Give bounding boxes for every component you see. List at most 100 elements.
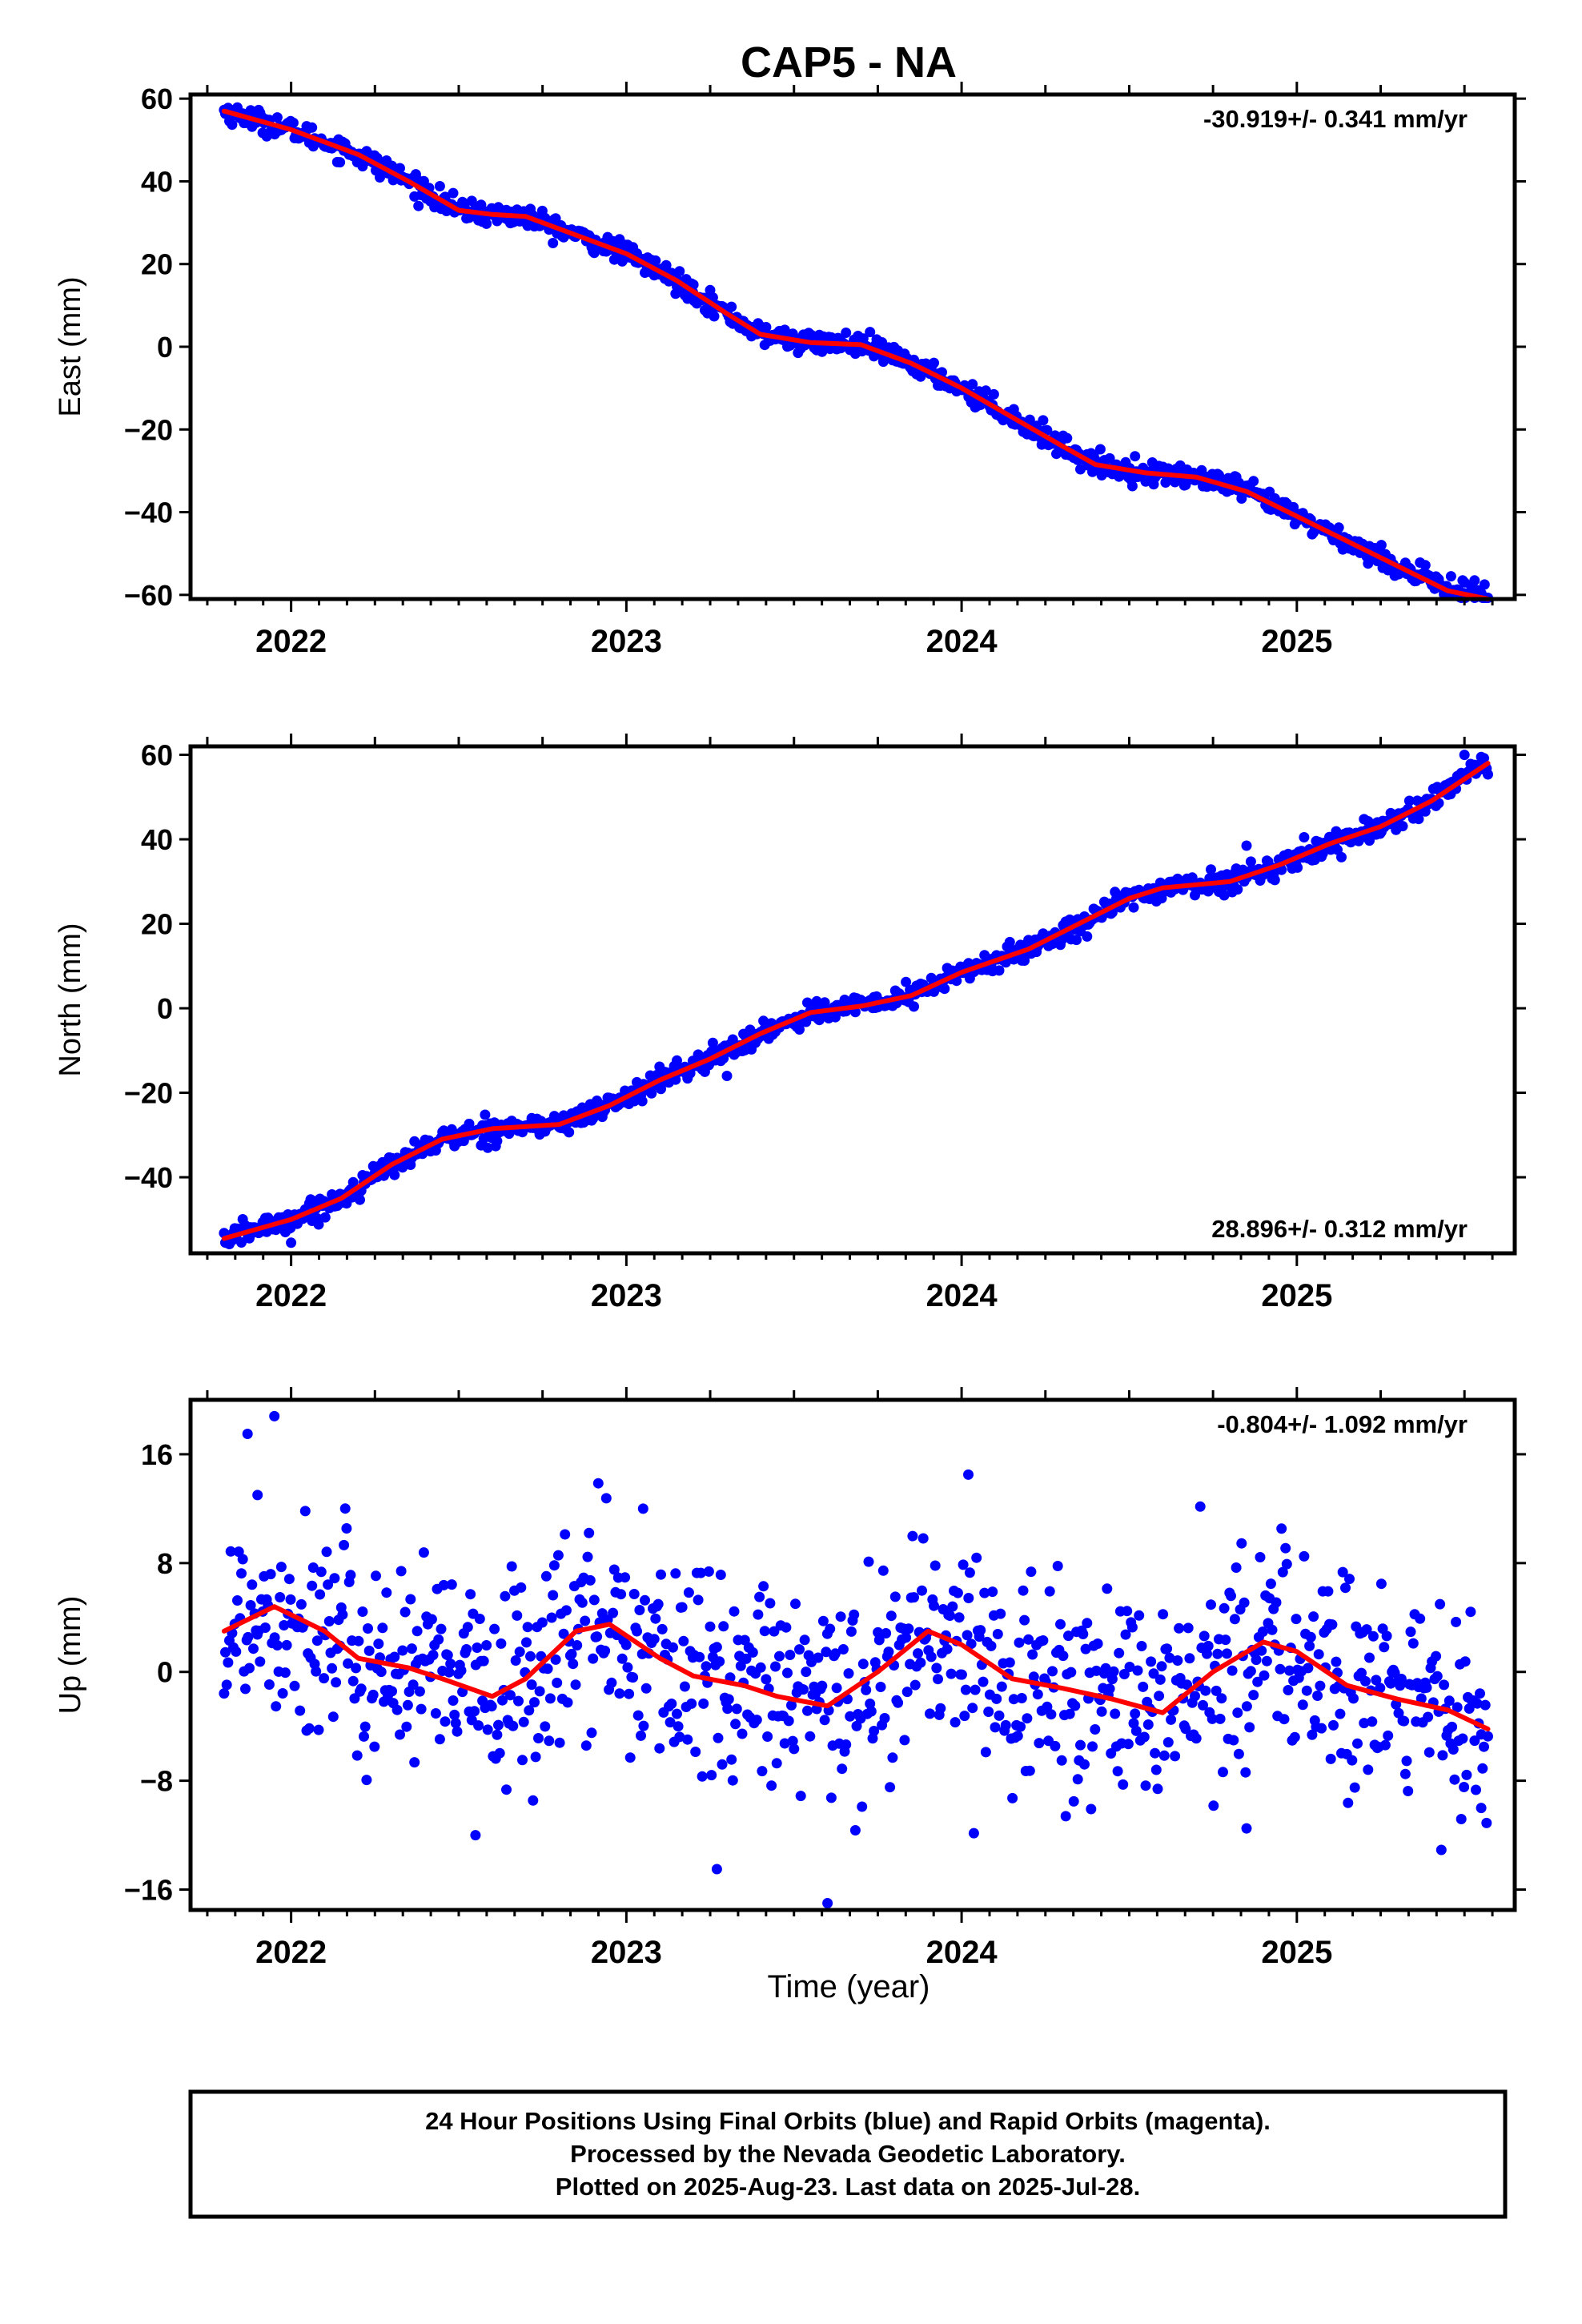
east-point: [674, 266, 685, 277]
footer-line-2: Processed by the Nevada Geodetic Laborat…: [570, 2140, 1126, 2168]
up-point: [1056, 1755, 1067, 1766]
up-point: [363, 1645, 375, 1656]
north-point: [1269, 875, 1280, 886]
up-point: [558, 1628, 569, 1639]
up-point: [544, 1693, 556, 1704]
up-point: [966, 1638, 977, 1650]
up-point: [624, 1688, 635, 1699]
up-point: [1130, 1708, 1141, 1719]
up-point: [1481, 1817, 1492, 1828]
up-point: [247, 1579, 258, 1590]
north-point: [1245, 856, 1256, 867]
east-point: [1104, 452, 1115, 464]
up-point: [1248, 1690, 1259, 1701]
north-rate-label: 28.896+/- 0.312 mm/yr: [1211, 1215, 1468, 1243]
east-y-label: East (mm): [54, 276, 87, 416]
east-point: [1062, 432, 1073, 444]
up-point: [753, 1609, 764, 1620]
up-point: [1227, 1665, 1238, 1676]
up-point: [1126, 1622, 1138, 1633]
up-point: [428, 1650, 439, 1661]
up-point: [1244, 1722, 1255, 1733]
up-point: [1218, 1767, 1228, 1778]
up-point: [606, 1677, 617, 1688]
up-point: [1024, 1765, 1035, 1776]
up-point: [1090, 1724, 1101, 1735]
up-point: [620, 1572, 631, 1583]
up-point: [409, 1757, 420, 1768]
east-point: [335, 157, 346, 168]
up-point: [960, 1684, 971, 1695]
up-point: [1343, 1797, 1354, 1808]
east-panel: −60 −40 −20 0 20 40 60 2022 2023 2024 2025 East (m…: [54, 82, 1526, 659]
up-point: [1443, 1695, 1455, 1707]
up-point: [259, 1622, 271, 1633]
up-point: [371, 1570, 381, 1582]
up-point: [1004, 1657, 1015, 1668]
up-point: [1371, 1675, 1382, 1686]
up-point: [244, 1663, 255, 1674]
up-point: [1240, 1767, 1251, 1778]
up-point: [517, 1755, 528, 1766]
up-point: [1423, 1747, 1435, 1758]
up-point: [690, 1747, 701, 1757]
east-x-tick-label: 2024: [926, 624, 998, 659]
up-point: [1146, 1656, 1157, 1667]
up-y-label: Up (mm): [54, 1596, 87, 1715]
up-point: [361, 1775, 372, 1786]
up-point: [755, 1662, 766, 1673]
up-point: [1315, 1680, 1326, 1691]
up-point: [231, 1646, 242, 1657]
up-point: [640, 1683, 652, 1694]
up-point: [1112, 1766, 1123, 1777]
up-point: [962, 1630, 973, 1641]
up-axes: −16 −8 0 8 16 2022 2023 2024 2025: [124, 1387, 1526, 1970]
up-point: [761, 1674, 772, 1685]
up-point: [412, 1626, 423, 1637]
up-point: [964, 1567, 975, 1578]
up-point: [825, 1623, 836, 1634]
up-point: [1283, 1685, 1294, 1695]
north-point: [636, 1096, 648, 1107]
up-point: [1132, 1665, 1143, 1676]
up-point: [1108, 1666, 1119, 1677]
up-y-tick-label: 8: [157, 1547, 173, 1580]
up-point: [1182, 1679, 1193, 1691]
up-point: [1079, 1759, 1090, 1770]
up-point: [805, 1731, 816, 1742]
up-point: [271, 1640, 283, 1651]
up-point: [899, 1735, 910, 1746]
up-point: [1211, 1685, 1222, 1696]
up-point: [1460, 1656, 1471, 1667]
up-point: [698, 1698, 709, 1709]
up-point: [1447, 1744, 1459, 1755]
up-point: [474, 1614, 485, 1624]
up-point: [1174, 1622, 1185, 1634]
up-point: [1216, 1693, 1227, 1704]
up-point: [1198, 1699, 1208, 1711]
up-point: [1241, 1701, 1252, 1712]
up-point: [418, 1547, 429, 1558]
east-point: [1419, 560, 1431, 571]
up-point: [1114, 1647, 1125, 1659]
up-point: [1022, 1713, 1033, 1724]
up-point: [355, 1683, 367, 1695]
up-point: [521, 1637, 532, 1648]
up-point: [857, 1659, 869, 1670]
up-point: [1399, 1768, 1411, 1779]
up-point: [879, 1713, 890, 1723]
up-point: [500, 1590, 511, 1602]
north-point: [901, 976, 912, 987]
up-point: [373, 1638, 384, 1650]
up-point: [566, 1648, 577, 1659]
east-point: [980, 385, 991, 396]
up-point: [562, 1697, 573, 1708]
up-point: [1415, 1693, 1427, 1704]
up-point: [1303, 1663, 1314, 1674]
up-point: [843, 1668, 854, 1679]
up-point: [835, 1611, 846, 1622]
up-point: [482, 1724, 493, 1735]
up-point: [759, 1626, 770, 1637]
up-point: [1055, 1618, 1066, 1630]
up-point: [1182, 1622, 1194, 1634]
